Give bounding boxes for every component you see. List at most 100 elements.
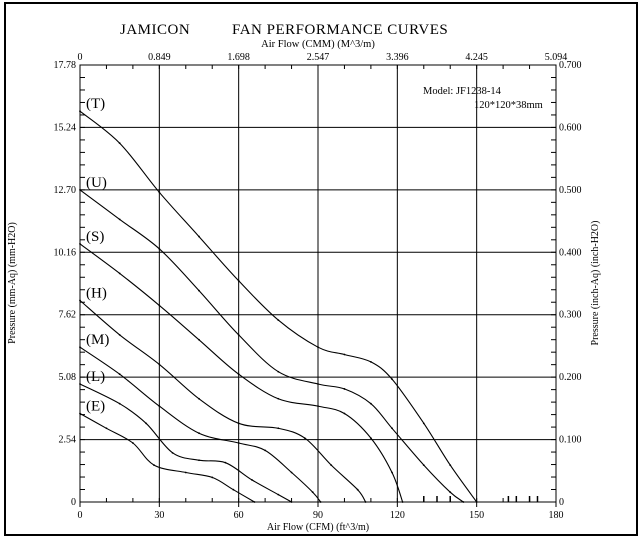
data-point [290, 501, 293, 503]
data-point [118, 142, 121, 145]
y-tick-label: 0 [71, 497, 76, 508]
data-point [198, 338, 200, 341]
data-point [343, 412, 346, 415]
data-point [79, 188, 81, 191]
data-point [79, 383, 81, 385]
data-point [184, 471, 187, 474]
data-point [79, 243, 81, 245]
data-point [158, 304, 161, 307]
y2-tick-label: 0 [559, 497, 564, 508]
data-point [317, 346, 319, 349]
data-point [277, 319, 280, 322]
y2-axis-label: Pressure (inch-Aq) (inch-H2O) [590, 221, 601, 346]
y-tick-label: 10.16 [54, 247, 77, 258]
y-tick-label: 2.54 [59, 435, 77, 446]
series-label: (H) [86, 285, 107, 301]
data-point [232, 488, 235, 491]
x2-tick-label: 3.396 [386, 52, 409, 63]
data-point [356, 488, 359, 491]
x2-axis-label: Air Flow (CMM) (M^3/m) [261, 39, 375, 50]
y2-tick-label: 0.600 [559, 122, 582, 133]
x-axis-label: Air Flow (CFM) (ft^3/m) [267, 522, 369, 533]
series-label: (E) [86, 399, 105, 415]
data-point [311, 491, 314, 494]
series-label: (M) [86, 332, 109, 348]
data-point [462, 501, 465, 503]
data-point [391, 427, 393, 430]
data-point [145, 422, 148, 425]
data-point [118, 402, 121, 405]
series-label: (L) [86, 369, 105, 385]
data-point [171, 451, 174, 454]
data-point [158, 405, 161, 408]
data-point [343, 353, 346, 356]
data-point [277, 370, 280, 373]
data-point [253, 501, 256, 503]
series-label: (U) [86, 175, 107, 191]
data-point [364, 501, 367, 503]
x-tick-label: 120 [390, 510, 405, 521]
data-point [391, 471, 393, 474]
data-point [449, 464, 452, 467]
x2-tick-label: 5.094 [545, 52, 568, 63]
x2-tick-label: 1.698 [227, 52, 250, 63]
data-point [118, 333, 121, 336]
series-label: (T) [86, 96, 105, 112]
data-point [391, 378, 393, 381]
series-3: (H) [79, 285, 367, 503]
data-point [131, 442, 134, 444]
data-point [79, 346, 81, 349]
x-tick-label: 30 [154, 510, 164, 521]
series-label: (S) [86, 229, 104, 245]
x-tick-label: 180 [549, 510, 564, 521]
data-point [330, 464, 333, 467]
data-point [449, 491, 452, 494]
series-line [79, 413, 255, 503]
data-point [198, 289, 200, 292]
data-point [237, 373, 240, 376]
series-2: (S) [79, 229, 404, 503]
brand-title: JAMICON [120, 22, 190, 38]
data-point [118, 373, 121, 376]
data-point [290, 471, 293, 474]
series-6: (E) [79, 399, 256, 503]
data-point [79, 299, 81, 302]
data-point [277, 427, 280, 430]
series-4: (M) [79, 332, 322, 503]
data-point [158, 363, 161, 366]
data-point [237, 279, 240, 282]
data-point [198, 432, 200, 435]
data-point [401, 501, 404, 503]
series-5: (L) [79, 369, 293, 503]
data-point [237, 333, 240, 336]
y2-tick-label: 0.200 [559, 372, 582, 383]
data-point [475, 501, 478, 503]
data-point [198, 235, 200, 238]
y2-tick-label: 0.300 [559, 310, 582, 321]
data-point [319, 501, 322, 503]
x-tick-label: 0 [78, 510, 83, 521]
data-point [303, 437, 306, 439]
y-tick-label: 17.78 [54, 60, 77, 71]
data-point [224, 461, 227, 464]
data-point [105, 427, 108, 430]
data-point [198, 459, 200, 462]
series-1: (U) [79, 175, 465, 503]
model-line-2: 120*120*38mm [474, 100, 543, 111]
x-tick-label: 60 [234, 510, 244, 521]
data-point [237, 442, 240, 444]
chart-title: FAN PERFORMANCE CURVES [232, 22, 448, 38]
data-point [422, 422, 425, 425]
y2-tick-label: 0.100 [559, 435, 582, 446]
y2-tick-label: 0.700 [559, 60, 582, 71]
y-tick-label: 12.70 [54, 185, 77, 196]
data-point [79, 412, 81, 415]
data-point [158, 247, 161, 250]
data-point [79, 110, 81, 113]
data-point [237, 422, 240, 425]
data-point [369, 402, 372, 405]
x-tick-label: 90 [313, 510, 323, 521]
series-0: (T) [79, 96, 478, 503]
